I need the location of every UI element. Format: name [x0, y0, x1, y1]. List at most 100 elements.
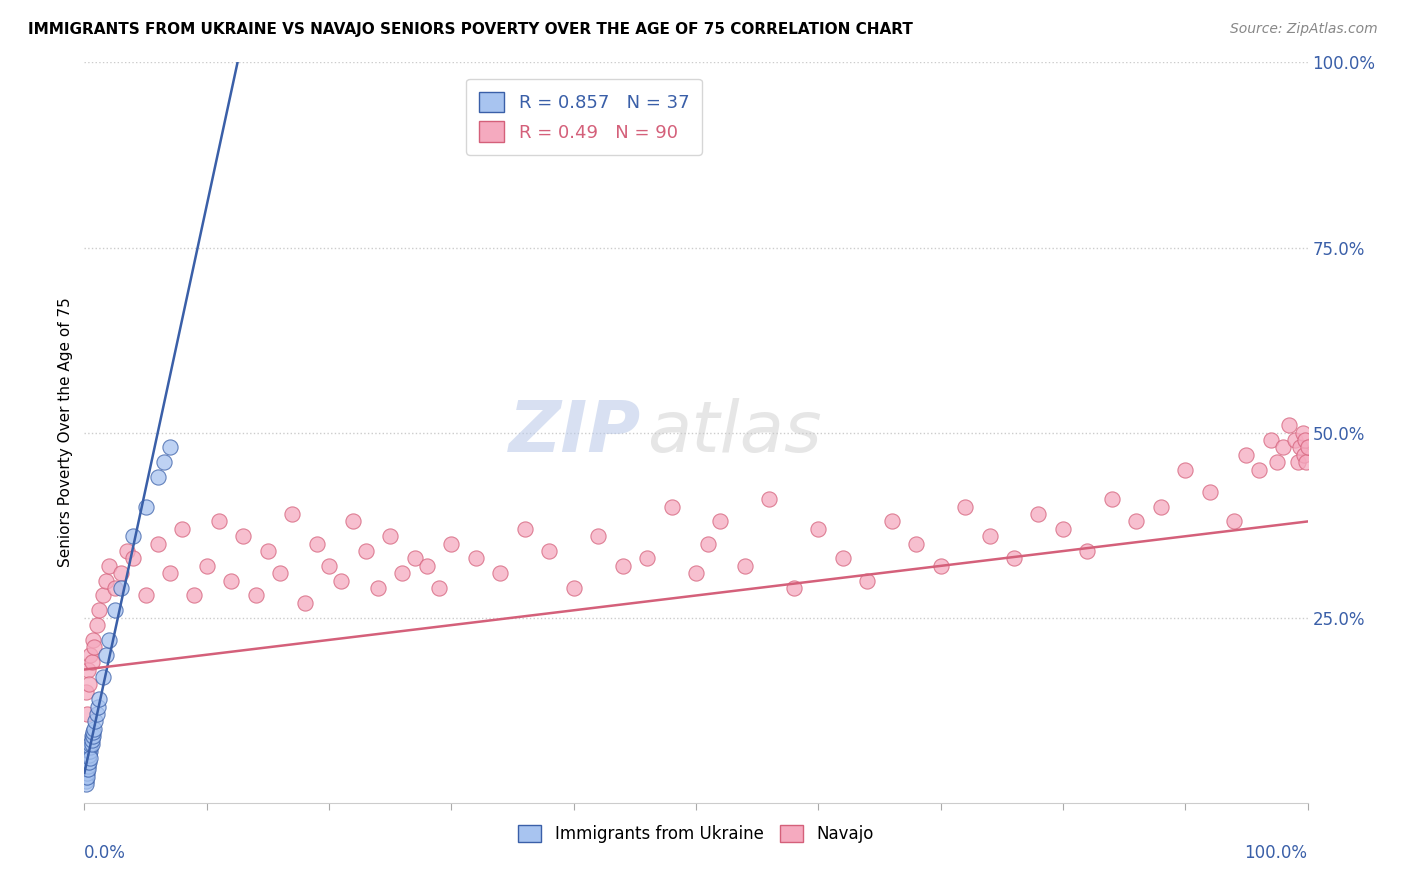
Point	[367, 581, 389, 595]
Point	[97, 632, 120, 647]
Point	[82, 632, 104, 647]
Point	[104, 603, 127, 617]
Point	[77, 758, 100, 772]
Point	[76, 763, 98, 777]
Point	[856, 574, 879, 588]
Point	[489, 566, 512, 581]
Point	[77, 677, 100, 691]
Point	[586, 529, 609, 543]
Point	[1286, 455, 1309, 469]
Point	[538, 544, 561, 558]
Point	[97, 558, 120, 573]
Point	[294, 596, 316, 610]
Point	[697, 536, 720, 550]
Point	[305, 536, 328, 550]
Point	[1294, 433, 1316, 447]
Point	[76, 706, 98, 721]
Point	[159, 441, 181, 455]
Text: Source: ZipAtlas.com: Source: ZipAtlas.com	[1230, 22, 1378, 37]
Point	[232, 529, 254, 543]
Point	[172, 522, 194, 536]
Point	[146, 470, 169, 484]
Point	[1223, 515, 1246, 529]
Point	[1028, 507, 1050, 521]
Point	[76, 770, 98, 784]
Point	[96, 648, 118, 662]
Point	[783, 581, 806, 595]
Point	[380, 529, 402, 543]
Point	[1278, 418, 1301, 433]
Point	[1125, 515, 1147, 529]
Point	[636, 551, 658, 566]
Point	[953, 500, 976, 514]
Point	[77, 763, 100, 777]
Point	[807, 522, 830, 536]
Point	[257, 544, 280, 558]
Point	[354, 544, 377, 558]
Point	[84, 714, 107, 729]
Point	[416, 558, 439, 573]
Point	[562, 581, 585, 595]
Point	[269, 566, 291, 581]
Point	[219, 574, 242, 588]
Text: 100.0%: 100.0%	[1244, 844, 1308, 862]
Point	[77, 755, 100, 769]
Point	[183, 589, 205, 603]
Point	[1260, 433, 1282, 447]
Point	[758, 492, 780, 507]
Point	[83, 722, 105, 736]
Point	[685, 566, 707, 581]
Point	[80, 737, 103, 751]
Point	[880, 515, 903, 529]
Point	[153, 455, 176, 469]
Point	[513, 522, 536, 536]
Point	[1296, 441, 1319, 455]
Point	[318, 558, 340, 573]
Point	[80, 655, 103, 669]
Point	[122, 551, 145, 566]
Point	[391, 566, 413, 581]
Point	[79, 737, 101, 751]
Point	[83, 640, 105, 655]
Point	[82, 725, 104, 739]
Point	[195, 558, 218, 573]
Point	[77, 755, 100, 769]
Point	[1198, 484, 1220, 499]
Point	[612, 558, 634, 573]
Point	[115, 544, 138, 558]
Point	[87, 692, 110, 706]
Y-axis label: Seniors Poverty Over the Age of 75: Seniors Poverty Over the Age of 75	[58, 298, 73, 567]
Point	[1265, 455, 1288, 469]
Point	[104, 581, 127, 595]
Text: atlas: atlas	[647, 398, 821, 467]
Point	[1292, 425, 1315, 440]
Point	[1292, 448, 1315, 462]
Point	[76, 766, 98, 780]
Point	[75, 777, 97, 791]
Point	[87, 603, 110, 617]
Point	[281, 507, 304, 521]
Point	[122, 529, 145, 543]
Point	[1272, 441, 1295, 455]
Point	[734, 558, 756, 573]
Point	[110, 566, 132, 581]
Point	[1150, 500, 1173, 514]
Point	[135, 589, 157, 603]
Point	[330, 574, 353, 588]
Point	[86, 618, 108, 632]
Point	[79, 744, 101, 758]
Point	[1247, 462, 1270, 476]
Point	[86, 706, 108, 721]
Point	[91, 670, 114, 684]
Point	[91, 589, 114, 603]
Text: IMMIGRANTS FROM UKRAINE VS NAVAJO SENIORS POVERTY OVER THE AGE OF 75 CORRELATION: IMMIGRANTS FROM UKRAINE VS NAVAJO SENIOR…	[28, 22, 912, 37]
Point	[245, 589, 267, 603]
Point	[77, 744, 100, 758]
Point	[77, 751, 100, 765]
Point	[1284, 433, 1306, 447]
Point	[440, 536, 463, 550]
Legend: Immigrants from Ukraine, Navajo: Immigrants from Ukraine, Navajo	[512, 819, 880, 850]
Point	[82, 729, 104, 743]
Point	[110, 581, 132, 595]
Point	[1289, 441, 1312, 455]
